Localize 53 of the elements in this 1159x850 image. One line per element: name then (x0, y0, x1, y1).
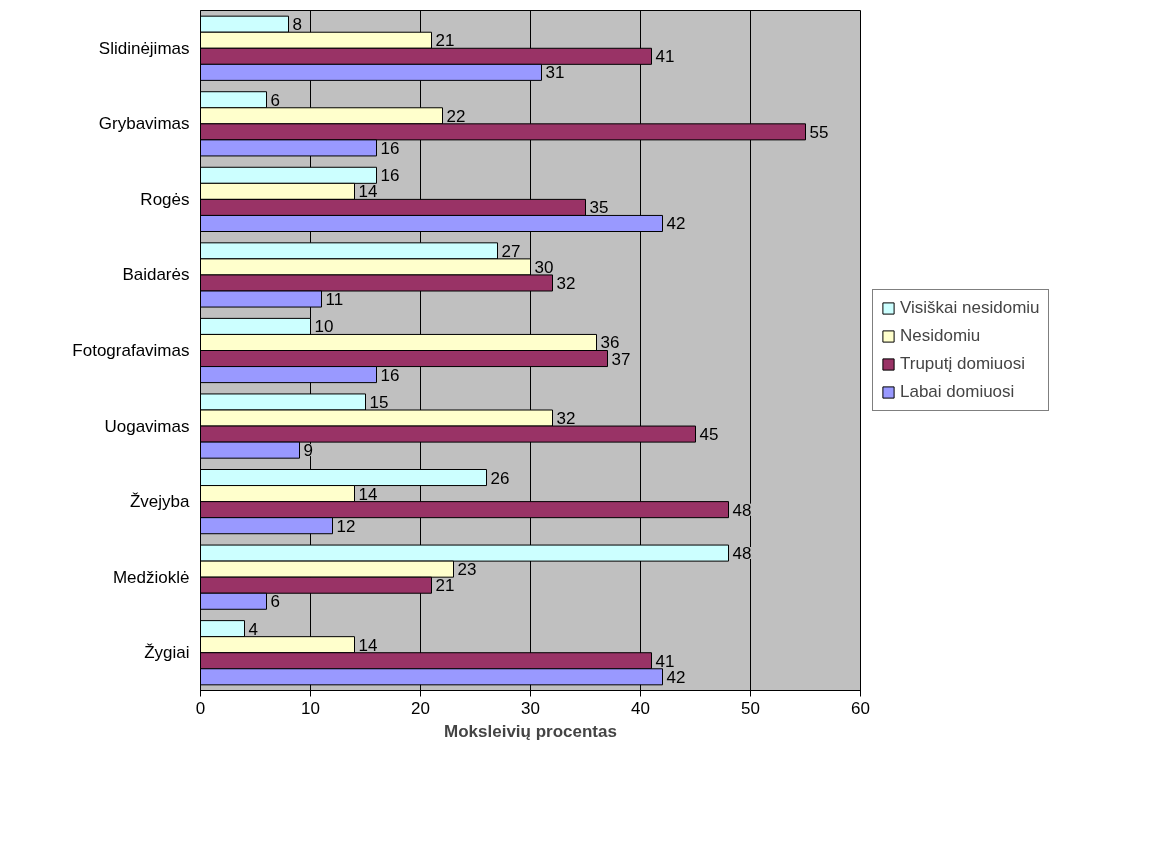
x-axis-title: Moksleivių procentas (444, 721, 617, 741)
legend-label: Labai domiuosi (900, 382, 1015, 402)
x-tick-label: 10 (301, 698, 320, 718)
data-label: 16 (380, 138, 400, 158)
data-label: 4 (248, 619, 258, 639)
x-tick-label: 50 (741, 698, 760, 718)
data-label: 55 (809, 122, 829, 142)
data-label: 8 (292, 15, 302, 35)
data-label: 41 (655, 47, 675, 67)
data-label: 16 (380, 166, 400, 186)
data-label: 32 (556, 273, 576, 293)
data-label: 45 (699, 425, 719, 445)
data-label: 42 (666, 214, 686, 234)
data-label: 32 (556, 409, 576, 429)
data-label: 14 (358, 484, 378, 504)
y-tick-label: Žygiai (144, 643, 190, 663)
x-tick-label: 40 (631, 698, 650, 718)
y-tick-label: Fotografavimas (72, 341, 190, 360)
legend-label: Truputį domiuosi (900, 354, 1026, 374)
data-label: 22 (446, 106, 466, 126)
y-tick-label: Žvejyba (129, 492, 191, 512)
data-label: 14 (358, 182, 378, 202)
legend-label: Nesidomiu (900, 326, 981, 346)
y-tick-label: Grybavimas (98, 114, 190, 134)
data-label: 30 (534, 257, 554, 277)
x-tick-label: 30 (521, 698, 540, 718)
data-label: 21 (435, 31, 455, 51)
data-label: 31 (545, 63, 565, 83)
data-label: 15 (369, 392, 389, 412)
y-tick-label: Uogavimas (104, 416, 190, 436)
y-tick-label: Medžioklė (112, 567, 190, 587)
data-label: 12 (336, 516, 356, 536)
data-label: 23 (457, 560, 477, 580)
data-label: 48 (732, 544, 752, 564)
legend-label: Visiškai nesidomiu (900, 298, 1040, 318)
data-label: 6 (270, 90, 280, 110)
x-tick-label: 20 (411, 698, 430, 718)
y-tick-label: Slidinėjimas (98, 38, 190, 58)
data-label: 27 (501, 241, 521, 261)
y-tick-label: Rogės (140, 189, 190, 209)
data-label: 10 (314, 317, 334, 337)
data-label: 21 (435, 576, 455, 596)
data-label: 48 (732, 500, 752, 520)
x-tick-label: 0 (195, 698, 206, 718)
y-tick-label: Baidarės (122, 265, 190, 285)
x-tick-label: 60 (851, 698, 870, 718)
data-label: 16 (380, 365, 400, 385)
data-label: 6 (270, 592, 280, 612)
data-label: 14 (358, 635, 378, 655)
data-label: 35 (589, 198, 609, 218)
data-label: 11 (325, 290, 344, 310)
data-label: 9 (303, 441, 313, 461)
data-label: 26 (490, 468, 510, 488)
